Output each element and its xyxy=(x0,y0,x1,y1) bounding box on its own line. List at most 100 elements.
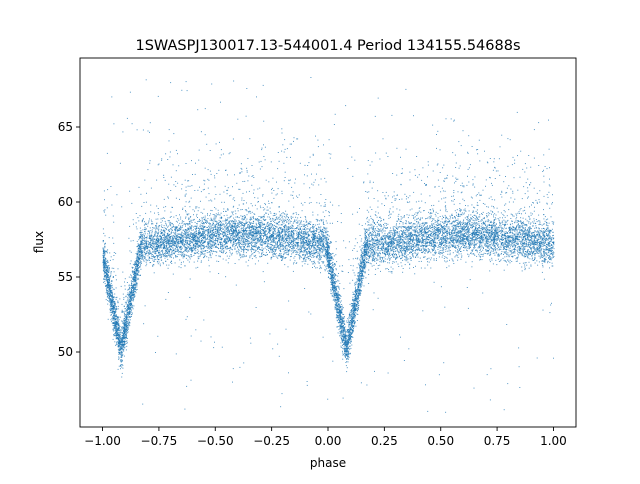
data-point xyxy=(427,248,429,250)
data-point xyxy=(519,236,521,238)
data-point xyxy=(540,253,542,255)
data-point xyxy=(115,337,117,339)
data-point xyxy=(304,225,306,227)
data-point xyxy=(491,222,493,224)
data-point xyxy=(174,226,176,228)
data-point xyxy=(529,226,531,228)
data-point xyxy=(134,288,136,290)
data-point xyxy=(491,229,493,231)
data-point xyxy=(181,255,183,257)
data-point xyxy=(344,328,345,329)
data-point xyxy=(260,230,262,232)
data-point xyxy=(251,244,253,246)
data-point xyxy=(540,232,542,234)
data-point xyxy=(234,235,236,237)
data-point xyxy=(458,253,460,255)
data-point xyxy=(313,260,315,262)
data-point xyxy=(393,240,394,242)
data-point xyxy=(476,243,477,245)
data-point xyxy=(459,223,461,224)
data-point xyxy=(203,226,205,228)
data-point xyxy=(240,243,241,244)
data-point xyxy=(319,240,321,242)
data-point xyxy=(197,249,199,251)
data-point xyxy=(151,247,153,249)
data-point xyxy=(468,229,470,231)
data-point xyxy=(267,225,269,227)
data-point xyxy=(322,249,324,251)
data-point xyxy=(528,234,530,236)
data-point xyxy=(240,225,242,227)
data-point xyxy=(518,234,519,236)
data-point xyxy=(173,233,175,235)
data-point xyxy=(461,222,463,224)
data-point xyxy=(552,238,554,240)
data-point xyxy=(163,225,165,227)
data-point xyxy=(219,243,221,245)
data-point xyxy=(106,293,108,295)
data-point xyxy=(152,251,154,253)
data-point xyxy=(263,237,264,239)
data-point xyxy=(497,238,499,240)
data-point xyxy=(498,246,500,248)
data-point xyxy=(249,249,251,251)
data-point xyxy=(459,241,461,242)
data-point xyxy=(515,232,517,234)
data-point xyxy=(366,250,368,252)
data-point xyxy=(401,245,403,247)
data-point xyxy=(357,263,359,265)
data-point xyxy=(450,223,452,225)
data-point xyxy=(528,267,530,269)
data-point xyxy=(271,235,273,237)
data-point xyxy=(170,211,172,213)
data-point xyxy=(152,243,154,245)
data-point xyxy=(145,239,147,241)
data-point xyxy=(279,235,281,237)
data-point xyxy=(181,247,183,249)
data-point xyxy=(128,285,130,287)
data-point xyxy=(213,241,215,243)
data-point xyxy=(232,244,234,246)
data-point xyxy=(160,256,162,258)
data-point xyxy=(244,218,246,220)
data-point xyxy=(305,244,307,246)
data-point xyxy=(367,251,368,253)
data-point xyxy=(285,238,287,240)
data-point xyxy=(216,245,218,247)
data-point xyxy=(202,212,204,214)
data-point xyxy=(345,331,347,333)
data-point xyxy=(253,222,255,224)
data-point xyxy=(471,241,473,243)
data-point xyxy=(190,226,192,228)
data-point xyxy=(162,263,164,265)
data-point xyxy=(409,223,411,225)
data-point xyxy=(156,222,158,224)
data-point xyxy=(184,250,186,252)
data-point xyxy=(197,246,198,248)
data-point xyxy=(543,248,545,250)
data-point xyxy=(313,252,315,254)
data-point xyxy=(377,241,379,243)
data-point xyxy=(393,251,395,253)
data-point xyxy=(268,226,270,228)
data-point xyxy=(305,242,307,244)
data-point xyxy=(505,233,506,235)
data-point xyxy=(280,239,282,241)
data-point xyxy=(321,234,323,236)
data-point xyxy=(170,233,172,235)
data-point xyxy=(316,220,318,222)
data-point xyxy=(158,255,160,257)
data-point xyxy=(316,256,318,258)
data-point xyxy=(220,224,222,226)
data-point xyxy=(217,232,219,234)
data-point xyxy=(270,249,271,251)
data-point xyxy=(252,253,254,255)
data-point xyxy=(269,236,271,238)
data-point xyxy=(228,241,229,243)
data-point xyxy=(511,240,513,242)
data-point xyxy=(150,211,152,213)
data-point xyxy=(165,243,167,244)
data-point xyxy=(126,314,127,316)
data-point xyxy=(460,236,462,238)
data-point xyxy=(274,226,276,228)
